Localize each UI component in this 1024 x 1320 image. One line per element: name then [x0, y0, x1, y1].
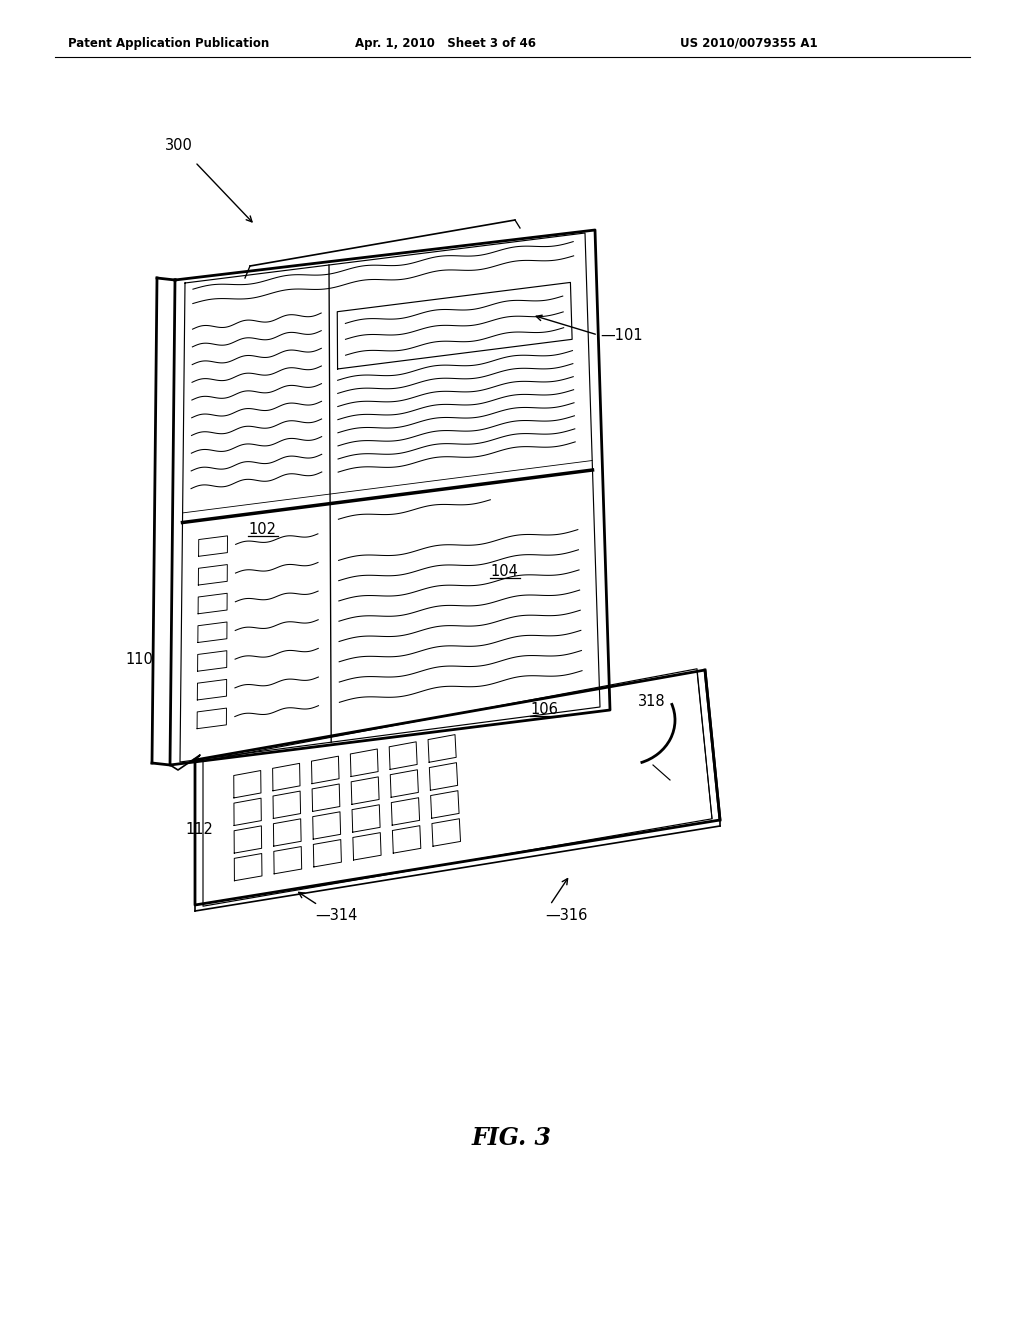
Text: —101: —101 — [600, 327, 643, 342]
Text: 110: 110 — [125, 652, 153, 668]
Text: —314: —314 — [315, 908, 357, 923]
Text: —316: —316 — [545, 908, 588, 923]
Text: FIG. 3: FIG. 3 — [472, 1126, 552, 1150]
Text: 112: 112 — [185, 822, 213, 837]
Text: 300: 300 — [165, 137, 193, 153]
Text: Apr. 1, 2010   Sheet 3 of 46: Apr. 1, 2010 Sheet 3 of 46 — [355, 37, 536, 50]
Text: Patent Application Publication: Patent Application Publication — [68, 37, 269, 50]
Text: 318: 318 — [638, 694, 666, 710]
Text: 106: 106 — [530, 702, 558, 718]
Text: 104: 104 — [490, 565, 518, 579]
Text: US 2010/0079355 A1: US 2010/0079355 A1 — [680, 37, 817, 50]
Text: 102: 102 — [248, 523, 276, 537]
